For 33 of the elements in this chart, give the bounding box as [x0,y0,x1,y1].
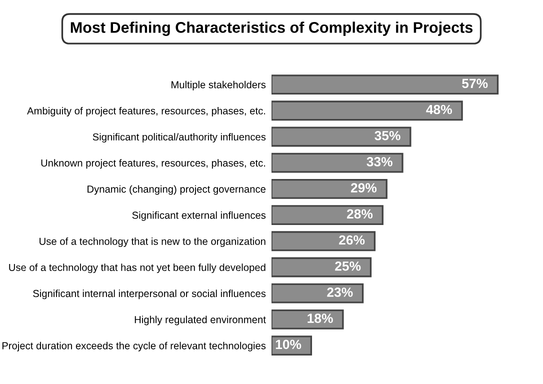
chart-title: Most Defining Characteristics of Complexity in Projects [70,22,473,36]
y-tick-label: Use of a technology that has not yet been fully developed [9,264,266,274]
data-label: 23% [327,288,353,297]
bar [272,257,372,278]
data-label: 25% [335,261,361,271]
bar [272,309,344,330]
bar [272,74,499,95]
bar [272,283,364,304]
y-tick-label: Significant internal interpersonal or social influences [33,290,266,300]
bar [272,231,376,252]
y-tick-label: Highly regulated environment [134,316,266,326]
y-tick-label: Significant political/authority influences [92,133,266,143]
y-tick-label: Dynamic (changing) project governance [88,185,266,195]
y-tick-label: Significant external influences [132,211,266,221]
y-tick-label: Unknown project features, resources, phases, etc. [41,159,266,169]
data-label: 10% [276,340,302,350]
bar [272,205,384,226]
data-label: 26% [339,235,365,245]
bar [272,126,412,147]
y-tick-label: Multiple stakeholders [172,80,266,90]
data-label: 57% [462,78,488,88]
data-label: 28% [346,209,373,219]
y-tick-label: Use of a technology that is new to the organization [40,237,266,247]
data-label: 48% [426,104,452,114]
y-tick-label: Project duration exceeds the cycle of relevant technologies [2,342,266,352]
y-tick-label: Ambiguity of project features, resources, phases, etc. [27,106,266,116]
data-label: 29% [350,183,377,192]
bar [272,100,463,121]
bar [272,178,388,199]
data-label: 33% [366,157,392,166]
data-label: 35% [374,130,400,140]
bar [272,152,404,173]
data-label: 18% [308,314,333,323]
